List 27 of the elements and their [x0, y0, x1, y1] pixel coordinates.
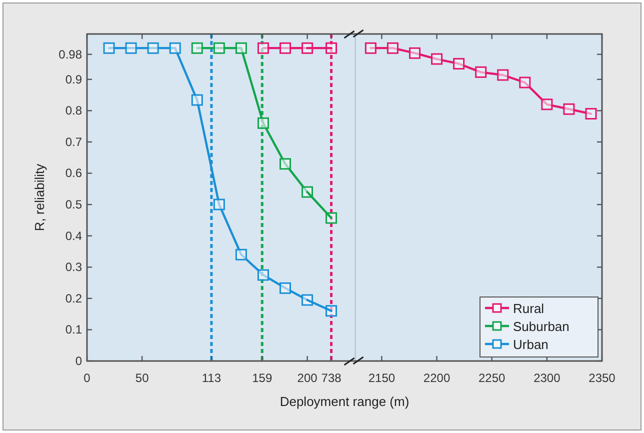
- y-tick-label: 0.1: [65, 322, 82, 337]
- x-tick-label: 159: [252, 371, 272, 385]
- y-tick-label: 0.2: [65, 291, 82, 306]
- y-tick-label: 0.7: [65, 134, 82, 149]
- y-tick-label: 0.98: [58, 47, 82, 62]
- x-tick-label: 0: [84, 371, 91, 385]
- y-axis-title: R, reliability: [32, 163, 47, 232]
- x-tick-label: 2150: [368, 371, 396, 385]
- x-axis-title: Deployment range (m): [280, 394, 410, 409]
- legend-label: Rural: [513, 301, 544, 316]
- y-tick-label: 0.9: [65, 72, 82, 86]
- y-tick-label: 0: [75, 354, 82, 368]
- y-tick-label: 0.8: [65, 104, 82, 118]
- x-tick-label: 200: [297, 371, 318, 385]
- y-tick-label: 0.3: [65, 260, 82, 274]
- x-tick-label: 2250: [478, 371, 506, 385]
- y-tick-label: 0.4: [65, 228, 82, 243]
- x-tick-label: 50: [135, 371, 150, 385]
- x-tick-label: 113: [202, 371, 222, 385]
- x-tick-label: 2200: [423, 371, 450, 385]
- legend-label: Suburban: [513, 319, 570, 334]
- y-tick-label: 0.6: [65, 166, 82, 180]
- legend-label: Urban: [513, 337, 548, 352]
- x-tick-label: 2300: [534, 371, 561, 385]
- x-tick-label: 2350: [588, 371, 616, 385]
- x-tick-label: 738: [321, 371, 342, 385]
- y-tick-label: 0.5: [65, 198, 82, 212]
